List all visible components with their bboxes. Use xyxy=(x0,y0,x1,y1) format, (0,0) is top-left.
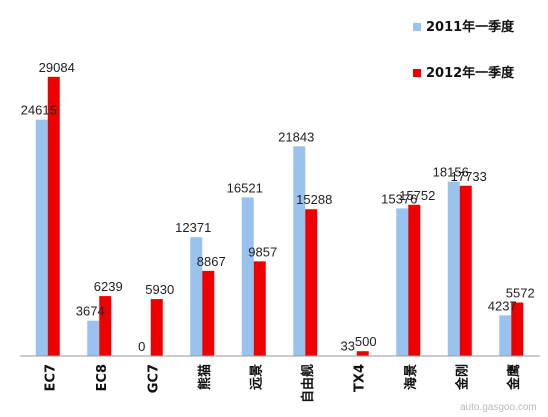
data-label-2012-熊猫: 8867 xyxy=(197,254,226,269)
data-label-2011-自由舰: 21843 xyxy=(278,129,314,144)
x-tick-label: GC7 xyxy=(146,364,161,393)
data-labels-group: 24615 29084 3674 6239 0 5930 12371 8867 16521 985… xyxy=(21,60,535,354)
data-label-2012-TX4: 500 xyxy=(355,334,377,349)
x-tick-label: 海景 xyxy=(403,364,419,390)
legend-swatch-2011 xyxy=(413,23,421,31)
x-tick-label: 自由舰 xyxy=(300,364,316,403)
data-label-2011-海景: 15376 xyxy=(381,191,417,206)
x-tick-label: EC7 xyxy=(43,364,58,391)
data-label-2012-金鹰: 5572 xyxy=(506,286,535,301)
x-tick-label: EC8 xyxy=(95,364,110,391)
bar-2011-EC8 xyxy=(87,320,100,356)
legend: 2011年一季度 2012年一季度 xyxy=(413,19,515,81)
x-tick-label: 远景 xyxy=(249,364,264,390)
data-label-2012-EC8: 6239 xyxy=(94,279,123,294)
legend-swatch-2012 xyxy=(413,69,421,77)
data-label-2011-EC8: 3674 xyxy=(76,304,105,319)
data-label-2011-金刚: 18156 xyxy=(433,165,469,180)
bar-2011-金刚 xyxy=(447,181,460,356)
data-label-2011-TX4: 33 xyxy=(341,339,355,354)
legend-label-2011: 2011年一季度 xyxy=(426,19,515,35)
x-tick-label: 金鹰 xyxy=(506,364,522,391)
bar-2012-熊猫 xyxy=(202,270,215,356)
bar-2011-熊猫 xyxy=(190,237,203,356)
data-label-2012-EC7: 29084 xyxy=(39,60,75,75)
data-label-2011-GC7: 0 xyxy=(138,339,145,354)
bar-2011-海景 xyxy=(396,208,409,356)
bar-2012-远景 xyxy=(253,261,266,356)
x-tick-labels-group: EC7 EC8 GC7 熊猫 远景 自由舰 TX4 海景 金刚 金鹰 xyxy=(43,364,522,403)
data-label-2012-海景: 15752 xyxy=(399,188,435,203)
bar-2012-EC8 xyxy=(99,296,112,356)
bar-2011-远景 xyxy=(241,197,254,356)
legend-label-2012: 2012年一季度 xyxy=(426,65,515,81)
data-label-2011-远景: 16521 xyxy=(227,180,263,195)
bar-2011-自由舰 xyxy=(293,146,306,356)
bar-2012-EC7 xyxy=(47,76,60,356)
bar-2011-金鹰 xyxy=(499,315,512,356)
x-tick-label: 熊猫 xyxy=(197,364,213,390)
data-label-2011-熊猫: 12371 xyxy=(175,220,211,235)
data-label-2012-远景: 9857 xyxy=(248,244,277,259)
watermark-text: auto.gasgoo.com xyxy=(460,402,537,413)
x-tick-label: 金刚 xyxy=(454,364,470,391)
bars-group xyxy=(35,76,524,356)
data-label-2012-金刚: 17733 xyxy=(451,169,487,184)
data-label-2012-GC7: 5930 xyxy=(145,282,174,297)
data-label-2012-自由舰: 15288 xyxy=(296,192,332,207)
data-label-2011-EC7: 24615 xyxy=(21,103,57,118)
bar-2012-海景 xyxy=(408,204,421,356)
bar-2011-EC7 xyxy=(35,119,48,356)
bar-2012-GC7 xyxy=(150,299,163,356)
x-tick-label: TX4 xyxy=(352,364,367,392)
data-label-2011-金鹰: 4237 xyxy=(488,298,517,313)
bar-2012-金刚 xyxy=(459,185,472,356)
bar-2012-金鹰 xyxy=(511,302,524,356)
bar-2012-TX4 xyxy=(356,351,369,356)
bar-2012-自由舰 xyxy=(305,209,318,356)
